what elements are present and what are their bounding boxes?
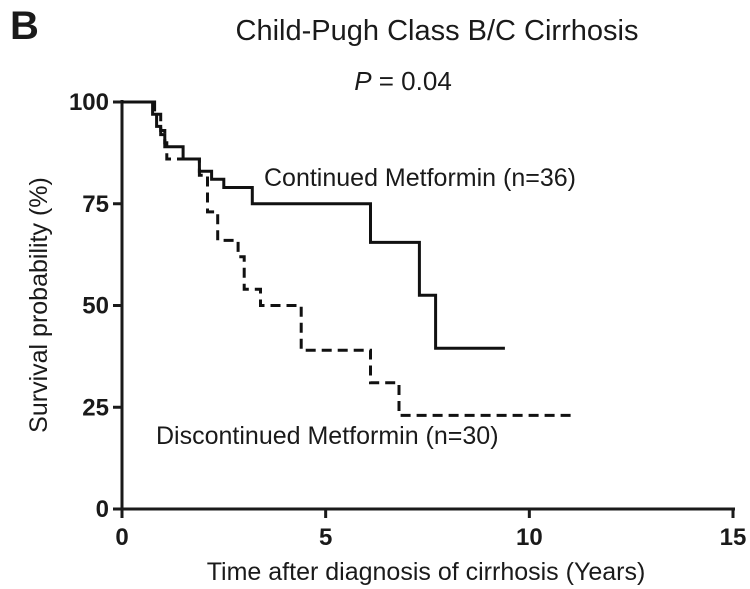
- y-tick-label: 0: [96, 496, 109, 523]
- legend-continued: Continued Metformin (n=36): [264, 164, 576, 192]
- x-tick-label: 5: [319, 524, 332, 551]
- x-tick-label: 10: [516, 524, 543, 551]
- x-tick-label: 0: [115, 524, 128, 551]
- x-ticks: 0 5 10 15: [115, 509, 746, 551]
- continued-metformin-curve: [122, 100, 505, 350]
- series-layer: [122, 100, 575, 417]
- discontinued-metformin-curve: [122, 100, 575, 417]
- y-axis-label: Survival probability (%): [25, 177, 53, 433]
- chart-title: Child-Pugh Class B/C Cirrhosis: [236, 15, 639, 47]
- p-value-rest: = 0.04: [372, 66, 452, 96]
- y-tick-label: 75: [82, 191, 109, 218]
- panel-label: B: [10, 4, 39, 48]
- legend-discontinued: Discontinued Metformin (n=30): [156, 422, 499, 450]
- x-tick-label: 15: [720, 524, 747, 551]
- p-value-symbol: P: [354, 66, 372, 96]
- y-ticks: 0 25 50 75 100: [69, 89, 122, 523]
- p-value: P = 0.04: [354, 66, 452, 96]
- y-tick-label: 100: [69, 89, 109, 116]
- y-tick-label: 25: [82, 394, 109, 421]
- plot-area: 0 25 50 75 100 0 5 10 15: [69, 89, 746, 551]
- x-axis-label: Time after diagnosis of cirrhosis (Years…: [207, 558, 646, 586]
- y-tick-label: 50: [82, 293, 109, 320]
